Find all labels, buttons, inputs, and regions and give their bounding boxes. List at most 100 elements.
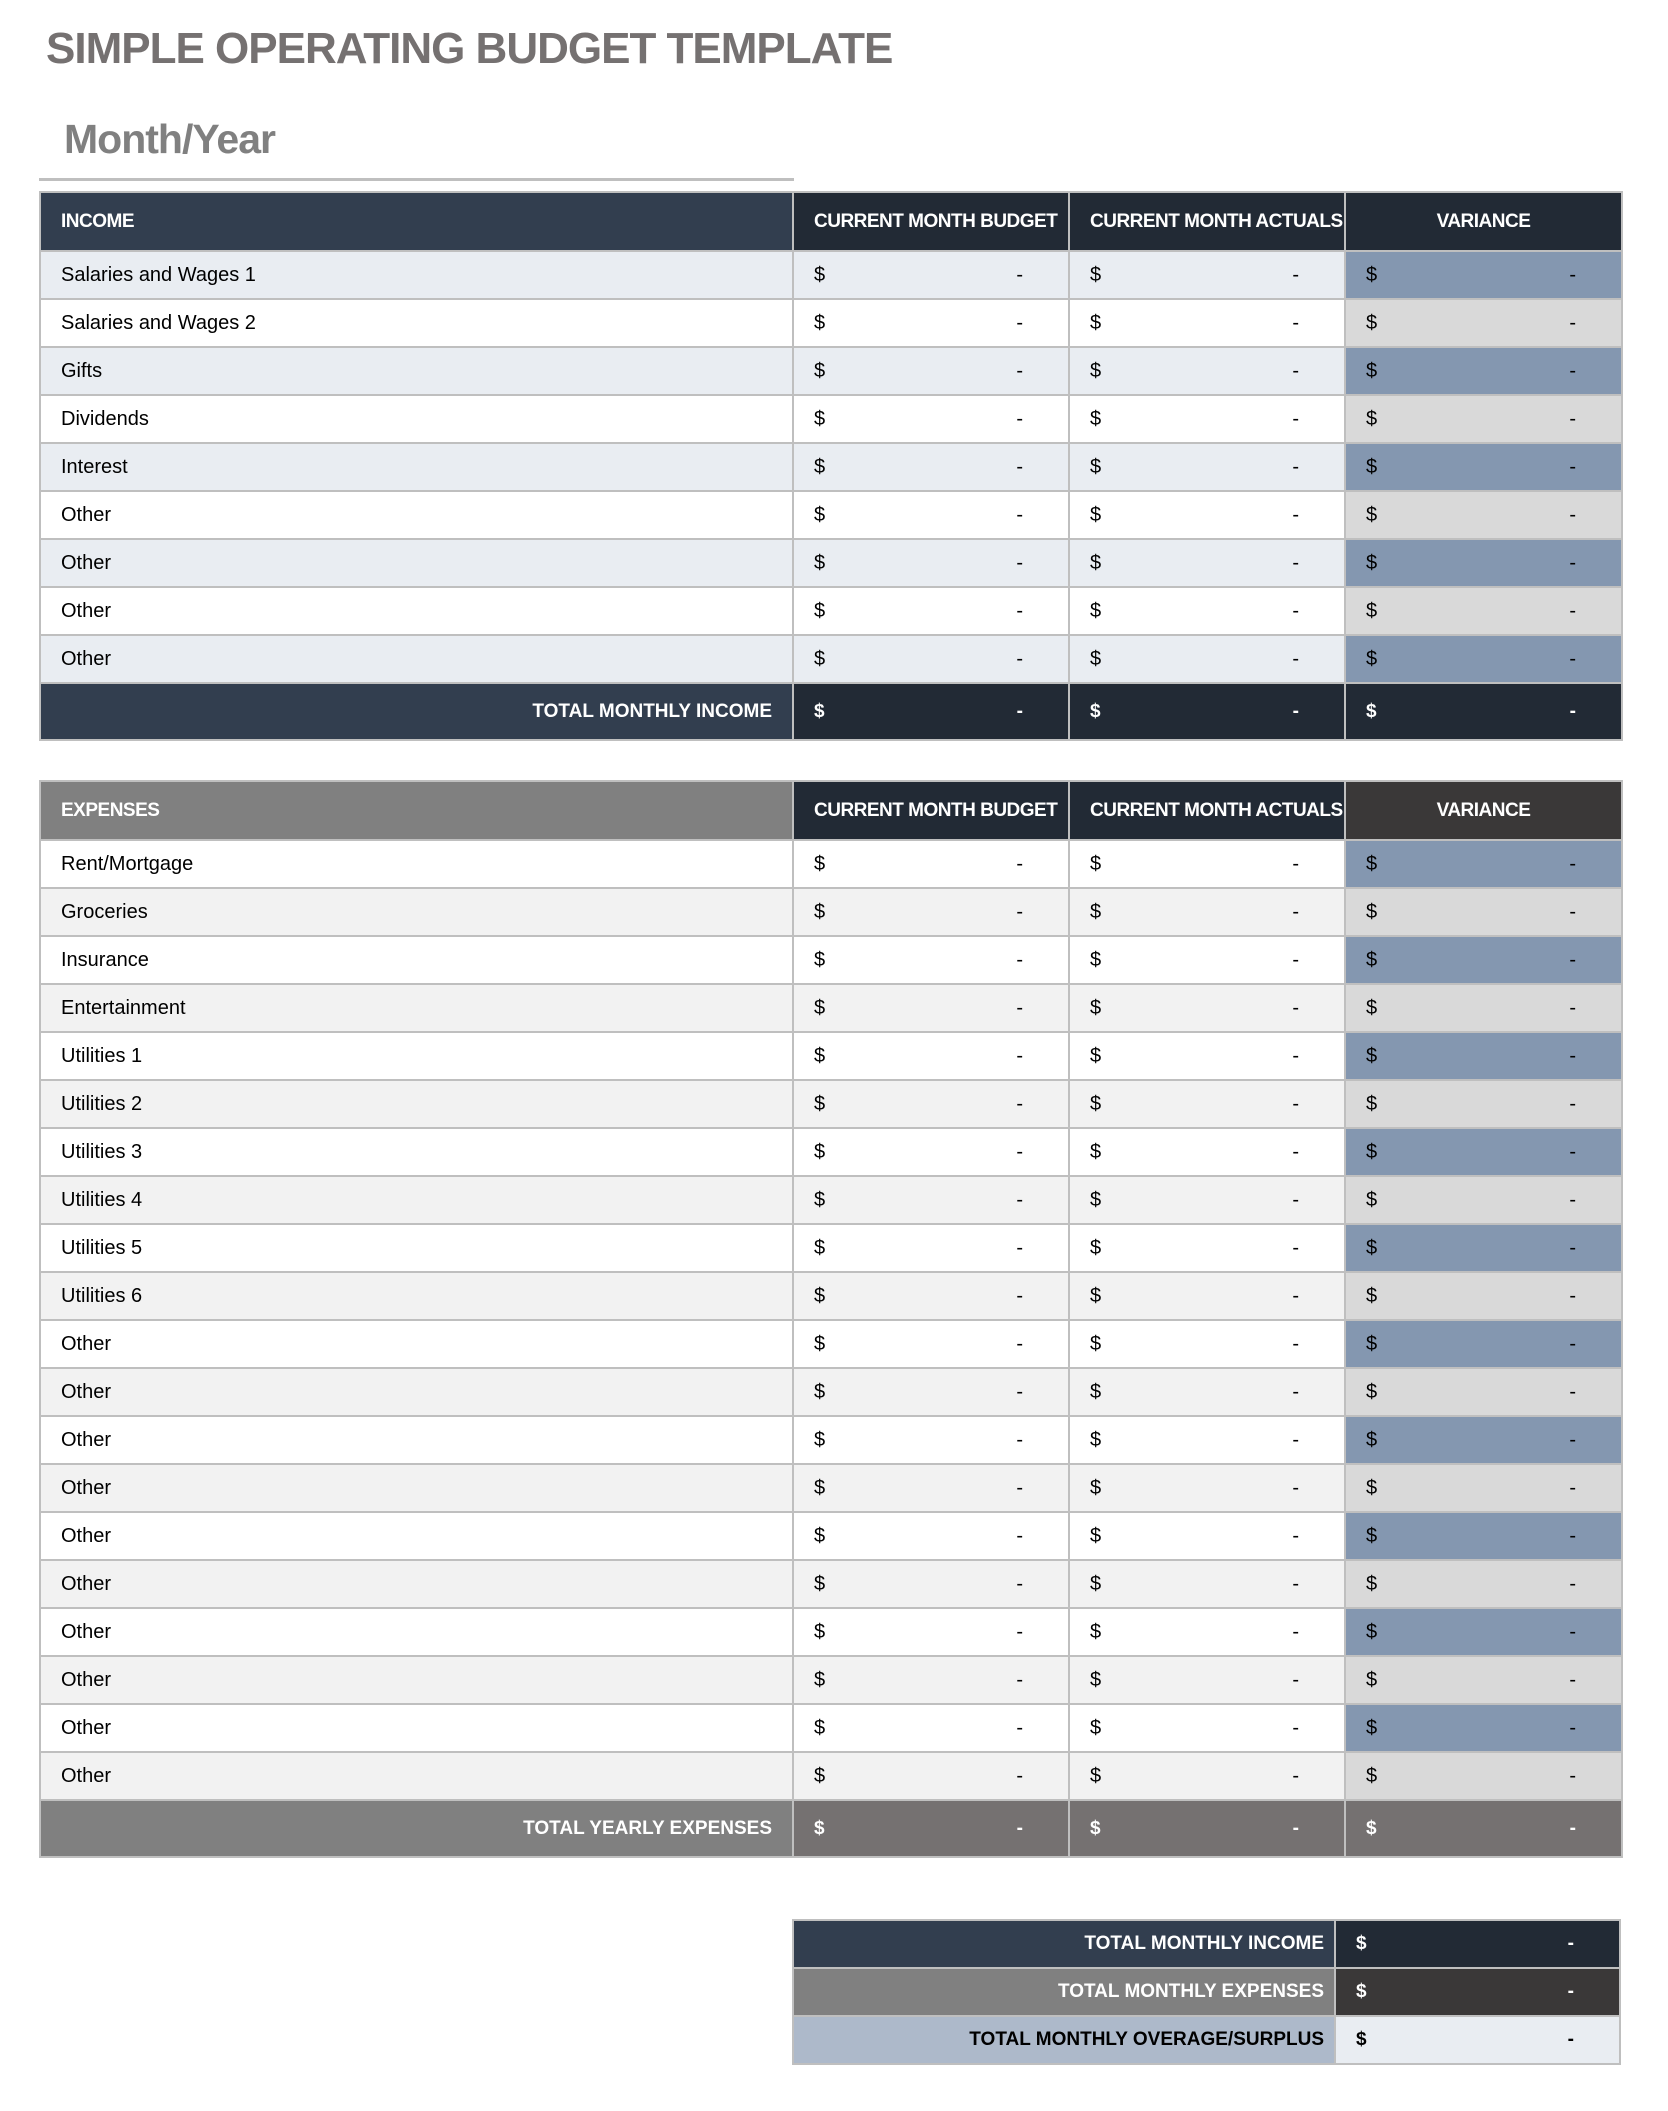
amount: -: [1016, 1380, 1023, 1403]
amount: -: [1016, 407, 1023, 430]
row-label[interactable]: Other: [39, 1607, 794, 1657]
row-label[interactable]: Other: [39, 1703, 794, 1753]
actuals-cell[interactable]: $ -: [1068, 1703, 1346, 1753]
row-label[interactable]: Salaries and Wages 2: [39, 298, 794, 348]
actuals-cell[interactable]: $ -: [1068, 1031, 1346, 1081]
budget-cell[interactable]: $ -: [792, 250, 1070, 300]
budget-cell[interactable]: $ -: [792, 1367, 1070, 1417]
row-label[interactable]: Utilities 6: [39, 1271, 794, 1321]
row-label[interactable]: Salaries and Wages 1: [39, 250, 794, 300]
actuals-cell[interactable]: $ -: [1068, 1367, 1346, 1417]
actuals-cell[interactable]: $ -: [1068, 1319, 1346, 1369]
row-label[interactable]: Utilities 4: [39, 1175, 794, 1225]
budget-cell[interactable]: $ -: [792, 839, 1070, 889]
row-label[interactable]: Other: [39, 538, 794, 588]
actuals-cell[interactable]: $ -: [1068, 634, 1346, 684]
actuals-cell[interactable]: $ -: [1068, 887, 1346, 937]
budget-cell[interactable]: $ -: [792, 490, 1070, 540]
variance-cell: $ -: [1344, 1367, 1623, 1417]
currency-symbol: $: [1366, 263, 1378, 286]
actuals-cell[interactable]: $ -: [1068, 1415, 1346, 1465]
actuals-cell[interactable]: $ -: [1068, 538, 1346, 588]
actuals-cell[interactable]: $ -: [1068, 1559, 1346, 1609]
row-label[interactable]: Insurance: [39, 935, 794, 985]
row-label[interactable]: Gifts: [39, 346, 794, 396]
row-label[interactable]: Rent/Mortgage: [39, 839, 794, 889]
budget-cell[interactable]: $ -: [792, 1559, 1070, 1609]
row-label[interactable]: Entertainment: [39, 983, 794, 1033]
variance-cell: $ -: [1344, 1079, 1623, 1129]
actuals-cell[interactable]: $ -: [1068, 298, 1346, 348]
actuals-cell[interactable]: $ -: [1068, 1079, 1346, 1129]
budget-cell[interactable]: $ -: [792, 538, 1070, 588]
row-label[interactable]: Other: [39, 634, 794, 684]
actuals-cell[interactable]: $ -: [1068, 346, 1346, 396]
currency-symbol: $: [1356, 1981, 1367, 2002]
actuals-cell[interactable]: $ -: [1068, 1271, 1346, 1321]
budget-cell[interactable]: $ -: [792, 394, 1070, 444]
actuals-cell[interactable]: $ -: [1068, 1655, 1346, 1705]
row-label[interactable]: Interest: [39, 442, 794, 492]
row-label[interactable]: Other: [39, 1367, 794, 1417]
row-label[interactable]: Utilities 2: [39, 1079, 794, 1129]
total-label: TOTAL MONTHLY INCOME: [39, 682, 794, 741]
budget-cell[interactable]: $ -: [792, 1751, 1070, 1801]
budget-cell[interactable]: $ -: [792, 1031, 1070, 1081]
actuals-cell[interactable]: $ -: [1068, 1511, 1346, 1561]
budget-cell[interactable]: $ -: [792, 1127, 1070, 1177]
currency-symbol: $: [1366, 1524, 1378, 1547]
row-label[interactable]: Other: [39, 586, 794, 636]
budget-cell[interactable]: $ -: [792, 1175, 1070, 1225]
budget-cell[interactable]: $ -: [792, 346, 1070, 396]
actuals-cell[interactable]: $ -: [1068, 250, 1346, 300]
row-label[interactable]: Other: [39, 1319, 794, 1369]
actuals-cell[interactable]: $ -: [1068, 1607, 1346, 1657]
divider: [39, 178, 794, 181]
summary-value: $ -: [1334, 1967, 1621, 2017]
actuals-cell[interactable]: $ -: [1068, 1223, 1346, 1273]
row-label[interactable]: Other: [39, 490, 794, 540]
budget-cell[interactable]: $ -: [792, 298, 1070, 348]
actuals-cell[interactable]: $ -: [1068, 983, 1346, 1033]
row-label[interactable]: Utilities 1: [39, 1031, 794, 1081]
budget-cell[interactable]: $ -: [792, 1415, 1070, 1465]
row-label[interactable]: Dividends: [39, 394, 794, 444]
row-label[interactable]: Utilities 3: [39, 1127, 794, 1177]
row-label[interactable]: Other: [39, 1463, 794, 1513]
actuals-cell[interactable]: $ -: [1068, 839, 1346, 889]
row-label[interactable]: Groceries: [39, 887, 794, 937]
row-label[interactable]: Other: [39, 1415, 794, 1465]
row-label[interactable]: Other: [39, 1751, 794, 1801]
budget-cell[interactable]: $ -: [792, 983, 1070, 1033]
budget-cell[interactable]: $ -: [792, 1223, 1070, 1273]
amount: -: [1567, 2029, 1574, 2050]
actuals-cell[interactable]: $ -: [1068, 1127, 1346, 1177]
row-label[interactable]: Utilities 5: [39, 1223, 794, 1273]
budget-cell[interactable]: $ -: [792, 1319, 1070, 1369]
budget-cell[interactable]: $ -: [792, 586, 1070, 636]
budget-cell[interactable]: $ -: [792, 1511, 1070, 1561]
currency-symbol: $: [814, 503, 826, 526]
budget-cell[interactable]: $ -: [792, 1655, 1070, 1705]
row-label[interactable]: Other: [39, 1655, 794, 1705]
budget-cell[interactable]: $ -: [792, 1079, 1070, 1129]
actuals-cell[interactable]: $ -: [1068, 1751, 1346, 1801]
budget-cell[interactable]: $ -: [792, 634, 1070, 684]
actuals-cell[interactable]: $ -: [1068, 490, 1346, 540]
actuals-cell[interactable]: $ -: [1068, 586, 1346, 636]
actuals-cell[interactable]: $ -: [1068, 394, 1346, 444]
budget-cell[interactable]: $ -: [792, 1463, 1070, 1513]
actuals-cell[interactable]: $ -: [1068, 442, 1346, 492]
budget-cell[interactable]: $ -: [792, 935, 1070, 985]
row-label[interactable]: Other: [39, 1511, 794, 1561]
budget-cell[interactable]: $ -: [792, 1703, 1070, 1753]
budget-cell[interactable]: $ -: [792, 1271, 1070, 1321]
budget-cell[interactable]: $ -: [792, 887, 1070, 937]
actuals-cell[interactable]: $ -: [1068, 1463, 1346, 1513]
actuals-cell[interactable]: $ -: [1068, 935, 1346, 985]
row-label[interactable]: Other: [39, 1559, 794, 1609]
budget-cell[interactable]: $ -: [792, 1607, 1070, 1657]
month-year-field[interactable]: Month/Year: [64, 116, 276, 162]
budget-cell[interactable]: $ -: [792, 442, 1070, 492]
actuals-cell[interactable]: $ -: [1068, 1175, 1346, 1225]
